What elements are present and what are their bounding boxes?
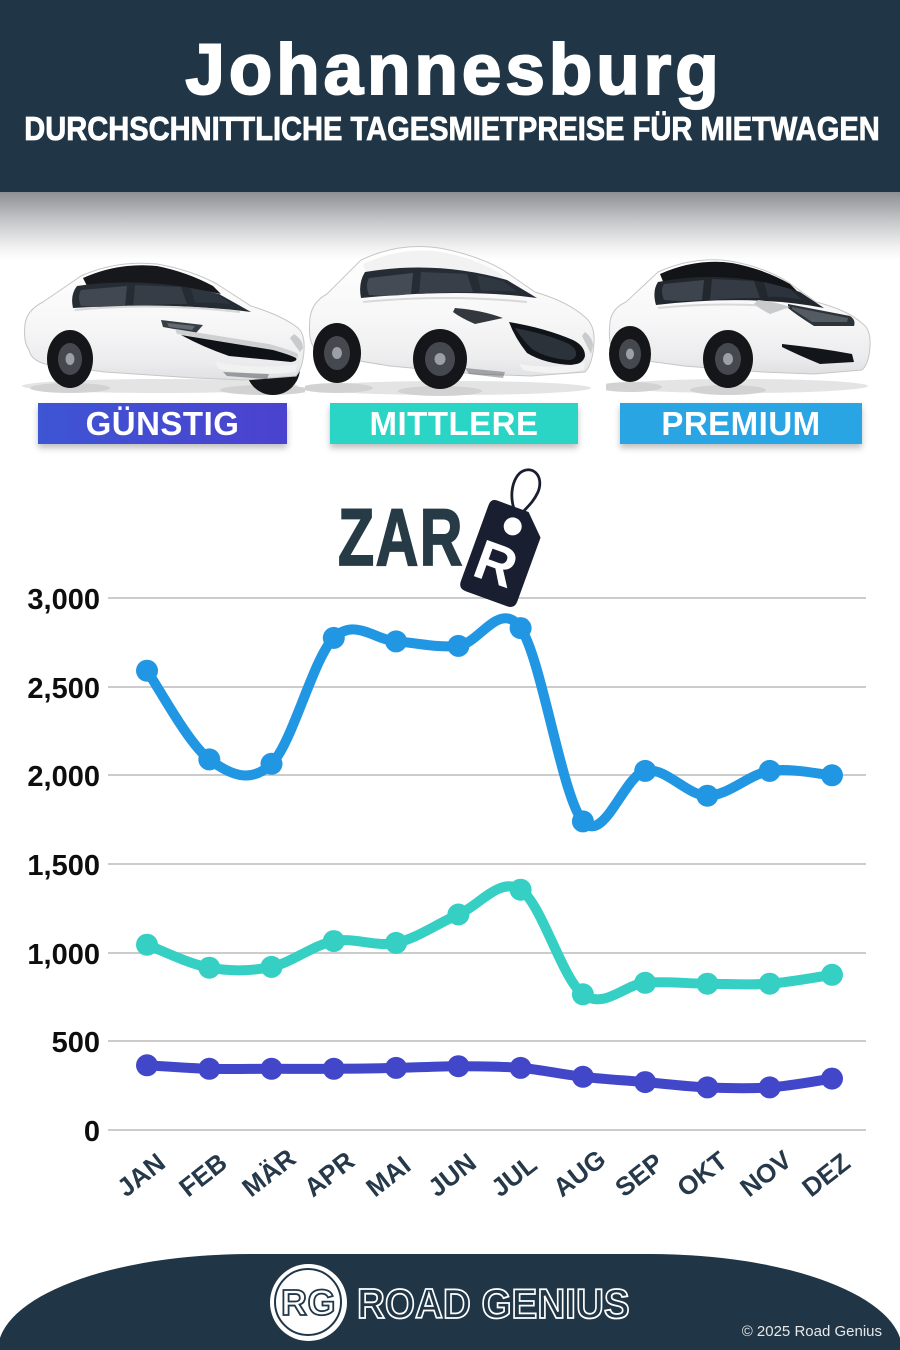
svg-text:2,500: 2,500 (27, 673, 100, 705)
svg-text:JUL: JUL (485, 1149, 542, 1203)
svg-text:1,000: 1,000 (27, 939, 100, 971)
svg-text:SEP: SEP (609, 1147, 668, 1203)
svg-text:APR: APR (298, 1145, 360, 1203)
svg-text:AUG: AUG (547, 1144, 611, 1203)
svg-text:MÄR: MÄR (236, 1142, 301, 1202)
svg-text:500: 500 (52, 1027, 100, 1059)
svg-text:JAN: JAN (111, 1147, 170, 1203)
svg-text:0: 0 (84, 1116, 100, 1148)
svg-text:NOV: NOV (734, 1144, 797, 1203)
svg-text:JUN: JUN (422, 1147, 481, 1203)
svg-text:3,000: 3,000 (27, 584, 100, 616)
svg-text:MAI: MAI (360, 1150, 416, 1203)
svg-text:FEB: FEB (173, 1147, 232, 1203)
svg-text:DEZ: DEZ (796, 1147, 856, 1203)
svg-text:OKT: OKT (671, 1145, 733, 1203)
svg-text:1,500: 1,500 (27, 850, 100, 882)
svg-text:2,000: 2,000 (27, 761, 100, 793)
